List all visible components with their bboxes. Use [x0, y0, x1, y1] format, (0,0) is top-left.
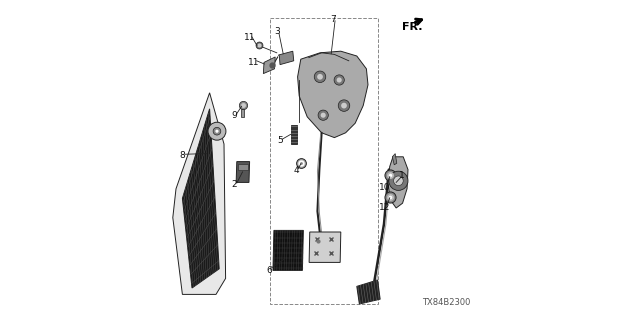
Circle shape: [339, 100, 349, 111]
Polygon shape: [278, 51, 294, 65]
Circle shape: [213, 127, 221, 135]
Text: 11: 11: [248, 58, 260, 67]
Circle shape: [317, 74, 323, 80]
Circle shape: [341, 103, 347, 108]
Text: 5: 5: [277, 136, 282, 145]
Circle shape: [337, 77, 342, 83]
Text: 6: 6: [266, 266, 271, 275]
Text: 9: 9: [232, 111, 237, 120]
Text: 8: 8: [179, 151, 184, 160]
Polygon shape: [236, 162, 250, 182]
Text: FR.: FR.: [402, 22, 422, 32]
Polygon shape: [273, 230, 303, 270]
Circle shape: [388, 171, 408, 190]
Polygon shape: [392, 154, 397, 165]
Circle shape: [215, 130, 218, 133]
Text: 2: 2: [232, 180, 237, 189]
Text: 11: 11: [244, 33, 255, 42]
Polygon shape: [182, 109, 219, 288]
Text: 4: 4: [293, 166, 299, 175]
Polygon shape: [298, 51, 368, 138]
Bar: [291, 125, 297, 144]
Circle shape: [334, 75, 344, 85]
Text: TX84B2300: TX84B2300: [422, 298, 470, 307]
Polygon shape: [173, 93, 226, 294]
Text: 7: 7: [330, 15, 335, 24]
Circle shape: [321, 113, 326, 118]
Circle shape: [394, 176, 403, 186]
Bar: [238, 164, 248, 170]
Polygon shape: [264, 57, 275, 74]
Circle shape: [318, 110, 328, 120]
Text: 1: 1: [399, 171, 405, 180]
Text: 3: 3: [274, 28, 280, 36]
Circle shape: [208, 122, 226, 140]
Polygon shape: [309, 232, 340, 262]
Bar: [270, 18, 378, 304]
Circle shape: [314, 71, 326, 83]
Polygon shape: [357, 280, 380, 304]
Bar: [241, 109, 244, 117]
Text: 10: 10: [380, 183, 390, 192]
Text: 12: 12: [380, 203, 390, 212]
Polygon shape: [388, 157, 408, 208]
